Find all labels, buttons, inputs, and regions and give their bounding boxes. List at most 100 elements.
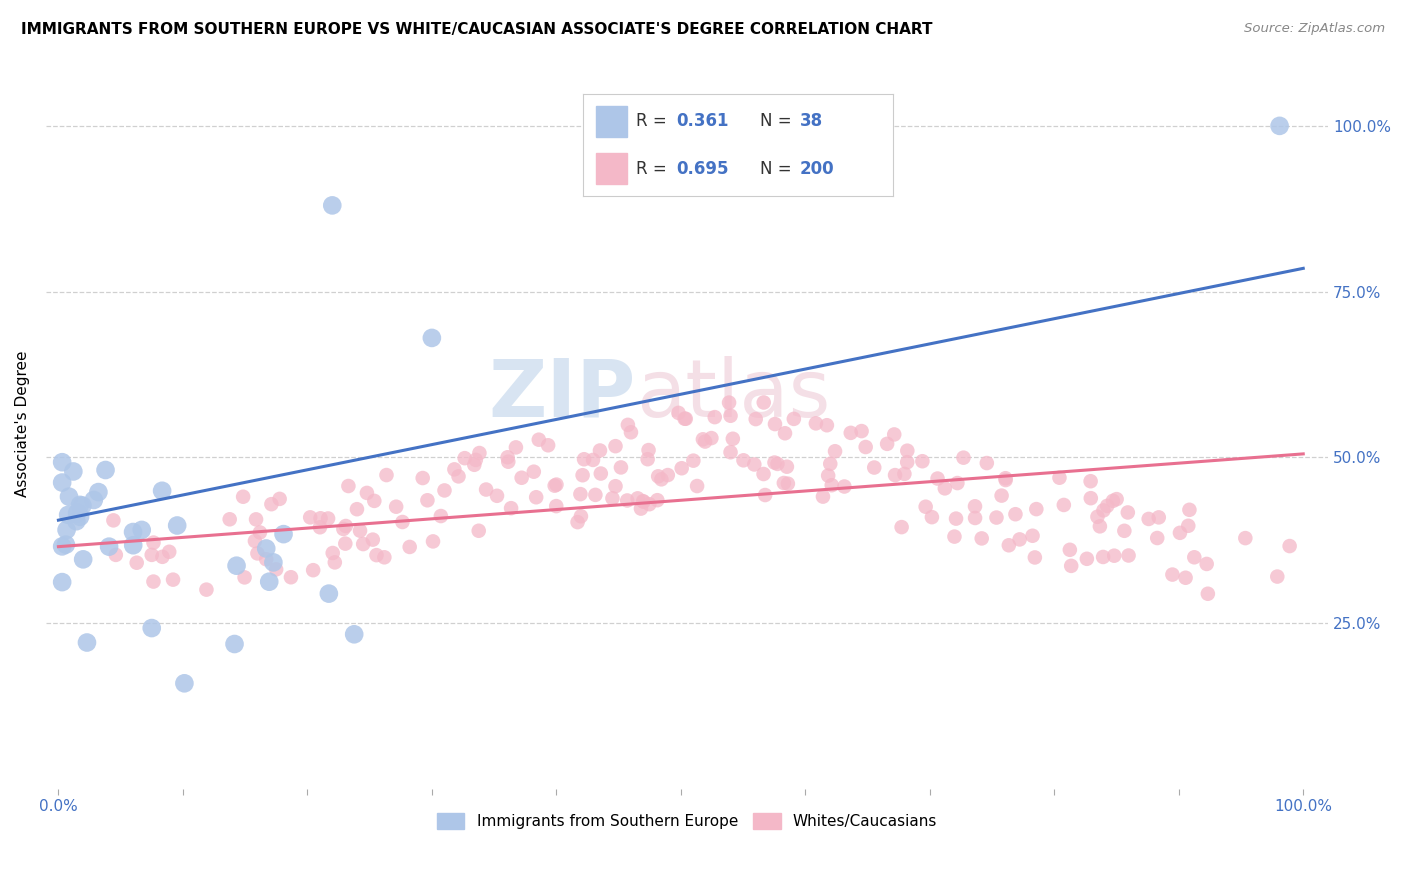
- Point: [752, 395, 775, 409]
- Point: [721, 432, 744, 446]
- Point: [703, 410, 725, 425]
- Point: [98, 540, 121, 554]
- Point: [572, 452, 595, 467]
- Point: [921, 510, 943, 524]
- Point: [224, 637, 246, 651]
- Point: [605, 439, 627, 453]
- Point: [352, 537, 374, 551]
- Point: [385, 500, 408, 514]
- Point: [1234, 531, 1257, 545]
- Point: [152, 549, 174, 564]
- Point: [616, 493, 638, 508]
- Point: [637, 443, 659, 458]
- Point: [1059, 542, 1081, 557]
- Point: [943, 530, 966, 544]
- Point: [162, 573, 184, 587]
- Point: [546, 499, 568, 513]
- Point: [454, 451, 477, 466]
- Point: [72, 499, 94, 513]
- Point: [934, 481, 956, 495]
- Point: [876, 437, 898, 451]
- Point: [225, 558, 247, 573]
- Point: [366, 548, 388, 562]
- Point: [122, 538, 145, 552]
- Point: [893, 467, 915, 481]
- Point: [1195, 557, 1218, 571]
- Point: [647, 469, 669, 483]
- Point: [537, 438, 560, 452]
- Point: [83, 493, 105, 508]
- Point: [1087, 509, 1109, 524]
- Point: [890, 520, 912, 534]
- Point: [269, 491, 291, 506]
- Point: [763, 417, 786, 431]
- Point: [1268, 119, 1291, 133]
- Point: [316, 511, 339, 525]
- Point: [686, 479, 709, 493]
- Point: [1137, 512, 1160, 526]
- Point: [763, 456, 786, 470]
- Point: [682, 453, 704, 467]
- Point: [475, 483, 498, 497]
- Point: [693, 434, 716, 449]
- Point: [1088, 519, 1111, 533]
- Point: [863, 460, 886, 475]
- Point: [1182, 550, 1205, 565]
- Point: [1024, 550, 1046, 565]
- Point: [218, 512, 240, 526]
- Point: [335, 519, 357, 533]
- Point: [1114, 524, 1136, 538]
- Point: [1278, 539, 1301, 553]
- Point: [1174, 571, 1197, 585]
- Y-axis label: Associate's Degree: Associate's Degree: [15, 351, 30, 498]
- Point: [69, 498, 91, 512]
- Point: [1053, 498, 1076, 512]
- Point: [232, 490, 254, 504]
- Point: [824, 444, 846, 458]
- Point: [605, 479, 627, 493]
- Point: [356, 486, 378, 500]
- Text: N =: N =: [759, 112, 797, 130]
- Point: [965, 511, 987, 525]
- Point: [582, 453, 605, 467]
- Point: [1102, 549, 1125, 563]
- Point: [420, 331, 443, 345]
- Point: [631, 494, 654, 508]
- Point: [998, 538, 1021, 552]
- Point: [1161, 567, 1184, 582]
- Point: [970, 532, 993, 546]
- Point: [56, 508, 79, 522]
- Point: [141, 621, 163, 635]
- Point: [125, 556, 148, 570]
- Point: [1049, 471, 1071, 485]
- Point: [66, 506, 89, 520]
- Point: [1118, 549, 1140, 563]
- Point: [309, 520, 332, 534]
- Point: [720, 445, 742, 459]
- Bar: [596, 106, 627, 136]
- Point: [72, 552, 94, 566]
- Text: 0.361: 0.361: [676, 112, 728, 130]
- Point: [318, 586, 340, 600]
- Point: [323, 555, 346, 569]
- Point: [776, 476, 799, 491]
- Point: [817, 468, 839, 483]
- Point: [463, 458, 485, 472]
- Point: [821, 478, 844, 492]
- Point: [1025, 502, 1047, 516]
- Point: [911, 454, 934, 468]
- Point: [332, 522, 354, 536]
- Point: [994, 473, 1017, 487]
- Text: N =: N =: [759, 160, 797, 178]
- Point: [546, 477, 568, 491]
- Point: [373, 550, 395, 565]
- Point: [257, 574, 280, 589]
- Point: [243, 533, 266, 548]
- Point: [855, 440, 877, 454]
- Point: [602, 491, 624, 506]
- Point: [1147, 510, 1170, 524]
- Point: [820, 457, 842, 471]
- Point: [195, 582, 218, 597]
- Point: [391, 515, 413, 529]
- Text: atlas: atlas: [636, 356, 830, 434]
